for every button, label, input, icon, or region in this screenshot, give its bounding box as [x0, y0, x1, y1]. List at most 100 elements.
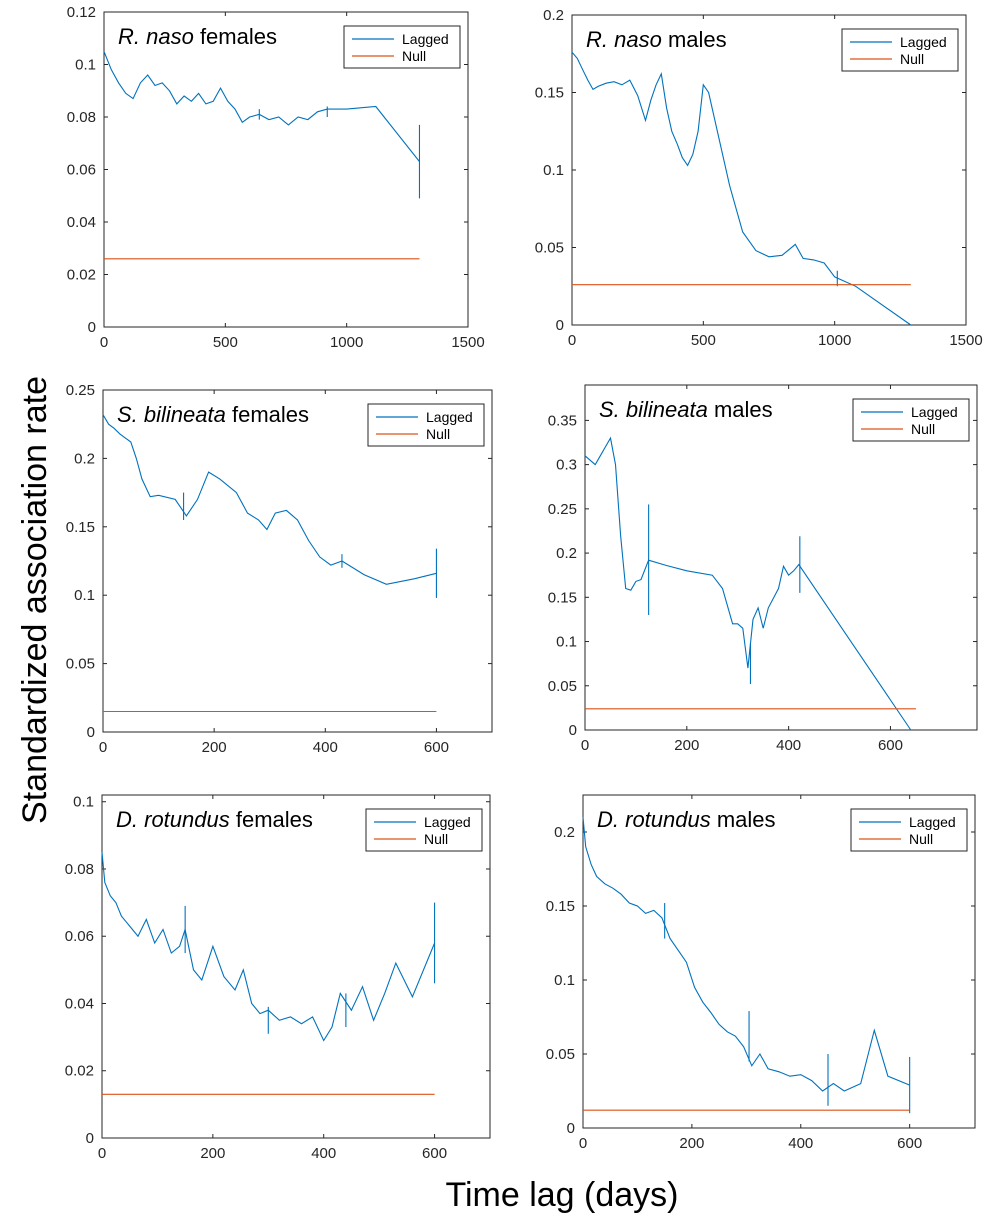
- y-tick-label: 0: [86, 1130, 94, 1147]
- y-tick-label: 0.1: [73, 794, 94, 811]
- lagged-series-line: [584, 436, 912, 731]
- x-tick-label: 0: [581, 737, 589, 754]
- y-tick-label: 0.15: [535, 85, 564, 102]
- x-tick-label: 600: [424, 739, 449, 756]
- y-tick-label: 0: [88, 319, 96, 336]
- x-tick-label: 200: [679, 1135, 704, 1152]
- legend-lagged-label: Lagged: [900, 34, 947, 50]
- y-tick-label: 0.05: [548, 678, 577, 695]
- panel-title-species: R. naso: [118, 24, 194, 49]
- x-tick-label: 1500: [949, 332, 982, 349]
- y-tick-label: 0.35: [548, 412, 577, 429]
- y-tick-label: 0.3: [556, 457, 577, 474]
- legend-lagged-label: Lagged: [402, 31, 449, 47]
- x-tick-label: 1000: [330, 334, 363, 351]
- lagged-series-line: [101, 852, 436, 1042]
- y-tick-label: 0.25: [66, 382, 95, 399]
- y-tick-label: 0.1: [556, 634, 577, 651]
- legend-lagged-label: Lagged: [424, 814, 471, 830]
- panel-title-species: D. rotundus: [597, 807, 711, 832]
- y-tick-label: 0.05: [66, 656, 95, 673]
- chart-panel: 0 200 400 600 0 0.05 0.1 0.15 0.2 0.25 S. bilineat…: [66, 382, 493, 756]
- y-tick-label: 0.2: [74, 450, 95, 467]
- x-tick-label: 0: [568, 332, 576, 349]
- panel-title: R. naso females: [118, 24, 277, 49]
- y-tick-label: 0.04: [65, 995, 94, 1012]
- plot-frame: [582, 794, 976, 1129]
- y-axis-label: Standardized association rate: [16, 376, 54, 824]
- legend-null-label: Null: [402, 48, 426, 64]
- x-tick-label: 1500: [451, 334, 484, 351]
- panel-title: R. naso males: [586, 27, 727, 52]
- panel-title-species: R. naso: [586, 27, 662, 52]
- y-tick-label: 0.08: [67, 109, 96, 126]
- legend-lagged-label: Lagged: [911, 404, 958, 420]
- y-tick-label: 0.06: [65, 928, 94, 945]
- y-tick-label: 0: [87, 724, 95, 741]
- y-tick-label: 0.15: [66, 519, 95, 536]
- y-tick-label: 0.06: [67, 162, 96, 179]
- legend-null-label: Null: [426, 426, 450, 442]
- panel-title-species: S. bilineata: [117, 402, 226, 427]
- legend-lagged-label: Lagged: [909, 814, 956, 830]
- y-tick-label: 0.2: [543, 7, 564, 24]
- x-tick-label: 400: [313, 739, 338, 756]
- y-tick-label: 0: [556, 317, 564, 334]
- panel-title-species: D. rotundus: [116, 807, 230, 832]
- panel-title-sex: males: [711, 807, 776, 832]
- y-tick-label: 0.2: [556, 545, 577, 562]
- y-tick-label: 0.2: [554, 824, 575, 841]
- y-tick-label: 0.04: [67, 214, 96, 231]
- y-tick-label: 0.08: [65, 861, 94, 878]
- legend-box: [850, 808, 968, 852]
- x-tick-label: 0: [99, 739, 107, 756]
- panel-title: S. bilineata females: [117, 402, 309, 427]
- panel-title-sex: females: [194, 24, 277, 49]
- chart-panel: 0 500 1000 1500 0 0.05 0.1 0.15 0.2 R. naso males…: [535, 7, 983, 349]
- panel-title-sex: males: [708, 397, 773, 422]
- lagged-series-line: [571, 51, 912, 326]
- chart-panel: 0 200 400 600 0 0.05 0.1 0.15 0.2 0.25 0.3 0.35 S. b…: [548, 384, 978, 754]
- legend-null-label: Null: [900, 51, 924, 67]
- y-tick-label: 0.02: [65, 1063, 94, 1080]
- plot-frame: [102, 389, 493, 733]
- panel-title: D. rotundus females: [116, 807, 313, 832]
- chart-panel: 0 200 400 600 0 0.05 0.1 0.15 0.2 D. rotundus mal…: [546, 794, 976, 1152]
- lagged-series-line: [582, 817, 910, 1092]
- y-tick-label: 0: [569, 722, 577, 739]
- x-axis-label: Time lag (days): [445, 1176, 678, 1214]
- plot-frame: [101, 794, 491, 1139]
- x-tick-label: 200: [202, 739, 227, 756]
- x-tick-label: 0: [98, 1145, 106, 1162]
- lagged-series-line: [102, 414, 437, 585]
- y-tick-label: 0.25: [548, 501, 577, 518]
- legend-null-label: Null: [911, 421, 935, 437]
- x-tick-label: 600: [878, 737, 903, 754]
- panel-title-sex: females: [226, 402, 309, 427]
- x-tick-label: 0: [579, 1135, 587, 1152]
- y-tick-label: 0.1: [543, 162, 564, 179]
- x-tick-label: 600: [897, 1135, 922, 1152]
- x-tick-label: 600: [422, 1145, 447, 1162]
- lagged-series-line: [103, 51, 420, 162]
- x-tick-label: 0: [100, 334, 108, 351]
- x-tick-label: 400: [788, 1135, 813, 1152]
- legend-box: [367, 403, 485, 447]
- legend-lagged-label: Lagged: [426, 409, 473, 425]
- x-tick-label: 500: [213, 334, 238, 351]
- y-tick-label: 0: [567, 1120, 575, 1137]
- x-tick-label: 200: [674, 737, 699, 754]
- y-tick-label: 0.1: [74, 587, 95, 604]
- x-tick-label: 500: [691, 332, 716, 349]
- panel-title: S. bilineata males: [599, 397, 773, 422]
- legend-box: [343, 25, 461, 69]
- panels-group: 0 500 1000 1500 0 0.02 0.04 0.06 0.08 0.1 0.12 R. n…: [65, 4, 983, 1162]
- panel-title: D. rotundus males: [597, 807, 776, 832]
- panel-title-sex: females: [230, 807, 313, 832]
